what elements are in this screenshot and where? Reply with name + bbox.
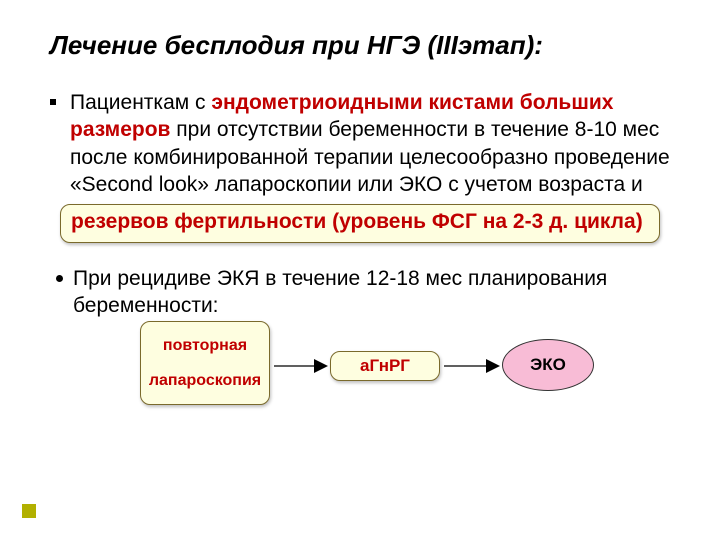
flowchart: повторная лапароскопия аГнРГ ЭКО xyxy=(110,321,670,431)
bullet-text-2: При рецидиве ЭКЯ в течение 12-18 мес пла… xyxy=(73,265,670,320)
flow-node-1-line1: повторная xyxy=(163,337,247,354)
bullet-item-2: При рецидиве ЭКЯ в течение 12-18 мес пла… xyxy=(56,265,670,320)
flow-arrow-1 xyxy=(274,357,330,375)
flow-arrow-2 xyxy=(444,357,502,375)
flow-node-laparoscopy: повторная лапароскопия xyxy=(140,321,270,405)
slide: Лечение бесплодия при НГЭ (IIIэтап): Пац… xyxy=(0,0,720,540)
flow-node-eko: ЭКО xyxy=(502,339,594,391)
bullet1-prefix: Пациенткам с xyxy=(70,91,211,114)
bullet-marker xyxy=(56,275,63,282)
flow-node-agnrg: аГнРГ xyxy=(330,351,440,381)
callout-fertility-reserves: резервов фертильности (уровень ФСГ на 2-… xyxy=(60,204,660,242)
bullet-marker xyxy=(50,99,56,105)
bullet-text-1: Пациенткам с эндометриоидными кистами бо… xyxy=(70,89,670,198)
flow-node-1-line2: лапароскопия xyxy=(149,372,261,389)
accent-square-icon xyxy=(22,504,36,518)
bullet-item-1: Пациенткам с эндометриоидными кистами бо… xyxy=(50,89,670,198)
page-title: Лечение бесплодия при НГЭ (IIIэтап): xyxy=(50,30,670,61)
